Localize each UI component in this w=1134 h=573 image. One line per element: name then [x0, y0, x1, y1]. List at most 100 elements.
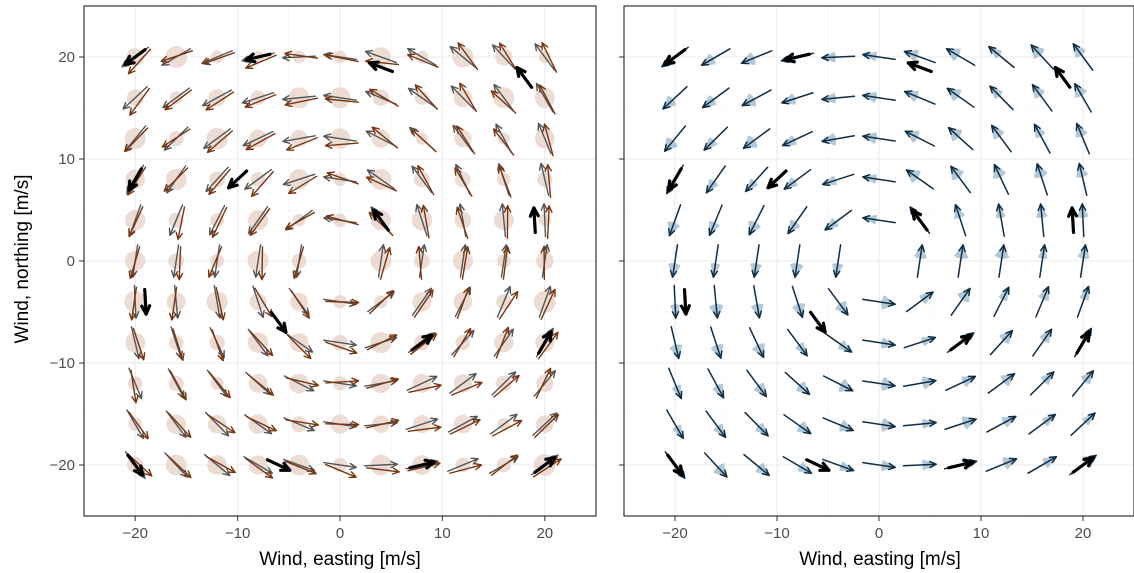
estimate-arrow-head: [821, 136, 830, 145]
estimate-arrow-head: [1039, 244, 1048, 253]
alt-estimate-arrow-head: [509, 454, 519, 462]
alt-estimate-arrow: [459, 82, 478, 113]
alt-estimate-arrow-shaft: [325, 380, 360, 384]
observation-arrow: [766, 169, 788, 190]
alt-estimate-arrow-shaft: [286, 137, 318, 151]
estimate-arrow: [902, 377, 937, 387]
estimate-arrow: [995, 203, 1005, 238]
estimate-arrow-shaft: [663, 125, 687, 152]
alt-estimate-arrow-head: [286, 143, 295, 152]
observation-arrow-shaft: [126, 453, 145, 477]
estimate-arrow-shaft: [787, 206, 808, 235]
alt-estimate-arrow-shaft: [205, 455, 236, 474]
estimate-arrow: [786, 328, 808, 357]
estimate-arrow: [1031, 83, 1053, 112]
estimate-arrow: [705, 410, 727, 439]
estimate-arrow: [663, 125, 687, 152]
estimate-arrow-shaft: [946, 87, 975, 108]
estimate-arrow-shaft: [827, 287, 849, 316]
estimate-arrow: [405, 417, 439, 430]
alt-estimate-arrow: [497, 165, 512, 198]
estimate-arrow-shaft: [781, 91, 814, 104]
estimate-arrow: [709, 326, 723, 359]
alt-estimate-arrow-shaft: [285, 211, 315, 230]
estimate-arrow: [703, 452, 728, 478]
observation-arrow-head: [1082, 456, 1095, 468]
alt-estimate-arrow: [325, 52, 359, 63]
estimate-arrow-shaft: [950, 165, 972, 194]
estimate-arrow-head: [832, 269, 841, 278]
estimate-arrow: [791, 285, 805, 319]
estimate-arrow: [827, 287, 849, 316]
alt-estimate-arrow-head: [454, 167, 462, 176]
estimate-arrow-shaft: [1074, 82, 1092, 113]
estimate-arrow-head: [800, 348, 808, 357]
alt-estimate-arrow-head: [284, 99, 293, 108]
estimate-arrow-shaft: [543, 203, 547, 238]
estimate-arrow-shaft: [1076, 122, 1090, 155]
estimate-arrow-shaft: [254, 244, 262, 278]
estimate-arrow: [862, 339, 896, 348]
alt-estimate-arrow: [208, 371, 231, 399]
alt-estimate-arrow: [542, 123, 554, 157]
alt-estimate-arrow: [175, 206, 186, 240]
estimate-arrow-shaft: [902, 421, 937, 427]
estimate-arrow-head: [1008, 457, 1018, 465]
estimate-arrow-shaft: [783, 168, 812, 190]
alt-estimate-arrow-shaft: [371, 126, 399, 149]
estimate-arrow-shaft: [538, 285, 552, 318]
estimate-arrow-shaft: [997, 203, 1005, 238]
estimate-arrow-head: [242, 139, 251, 147]
estimate-arrow-head: [671, 310, 680, 319]
observation-arrow-shaft: [783, 52, 811, 62]
estimate-arrow-shaft: [1076, 285, 1090, 318]
estimate-arrow-shaft: [821, 95, 856, 101]
alt-estimate-arrow-shaft: [164, 89, 193, 111]
estimate-arrow-head: [844, 384, 854, 392]
alt-estimate-arrow-head: [388, 334, 398, 342]
estimate-arrow-shaft: [902, 463, 937, 467]
alt-estimate-arrow-head: [175, 272, 184, 281]
estimate-arrow-head: [1087, 412, 1096, 421]
estimate-arrow-head: [757, 349, 765, 359]
alt-estimate-arrow-head: [415, 245, 424, 254]
estimate-arrow-head: [742, 141, 752, 150]
alt-estimate-arrow: [540, 288, 556, 320]
alt-estimate-arrow-head: [510, 290, 519, 300]
estimate-arrow-shaft: [411, 165, 433, 194]
estimate-arrow-shaft: [323, 94, 357, 101]
y-tick-label: −20: [50, 457, 75, 474]
alt-estimate-arrow-head: [542, 123, 550, 132]
alt-estimate-arrow: [163, 167, 189, 192]
estimate-arrow-shaft: [323, 135, 357, 142]
estimate-arrow: [985, 457, 1018, 472]
alt-estimate-arrow-shaft: [169, 370, 187, 401]
alt-estimate-arrow: [490, 90, 517, 114]
estimate-arrow: [945, 48, 976, 66]
alt-estimate-arrow-shaft: [408, 384, 442, 394]
alt-estimate-arrow-shaft: [457, 42, 479, 71]
alt-estimate-arrow-shaft: [326, 172, 359, 185]
observation-arrow: [906, 60, 933, 74]
alt-estimate-arrow-shaft: [250, 170, 274, 197]
estimate-arrow: [957, 244, 966, 278]
estimate-arrow-head: [409, 126, 418, 135]
alt-estimate-arrow: [175, 246, 184, 281]
alt-estimate-arrow-head: [498, 42, 507, 51]
alt-estimate-arrow-head: [433, 382, 442, 391]
estimate-arrow-head: [928, 377, 937, 386]
observation-arrow: [140, 287, 152, 316]
estimate-arrow: [753, 284, 763, 319]
alt-estimate-arrow: [245, 458, 274, 479]
observation-arrow-head: [672, 464, 684, 477]
estimate-arrow: [1027, 456, 1058, 474]
estimate-arrow: [1032, 328, 1053, 357]
observation-arrow-shaft: [1070, 206, 1076, 235]
alt-estimate-arrow: [417, 165, 435, 196]
x-tick-label: −20: [662, 525, 687, 542]
observation-arrow-shaft: [226, 169, 249, 190]
estimate-arrow-shaft: [377, 244, 385, 278]
estimate-arrow-head: [540, 203, 549, 211]
estimate-arrow-head: [741, 99, 750, 107]
estimate-arrow-head: [862, 92, 871, 101]
